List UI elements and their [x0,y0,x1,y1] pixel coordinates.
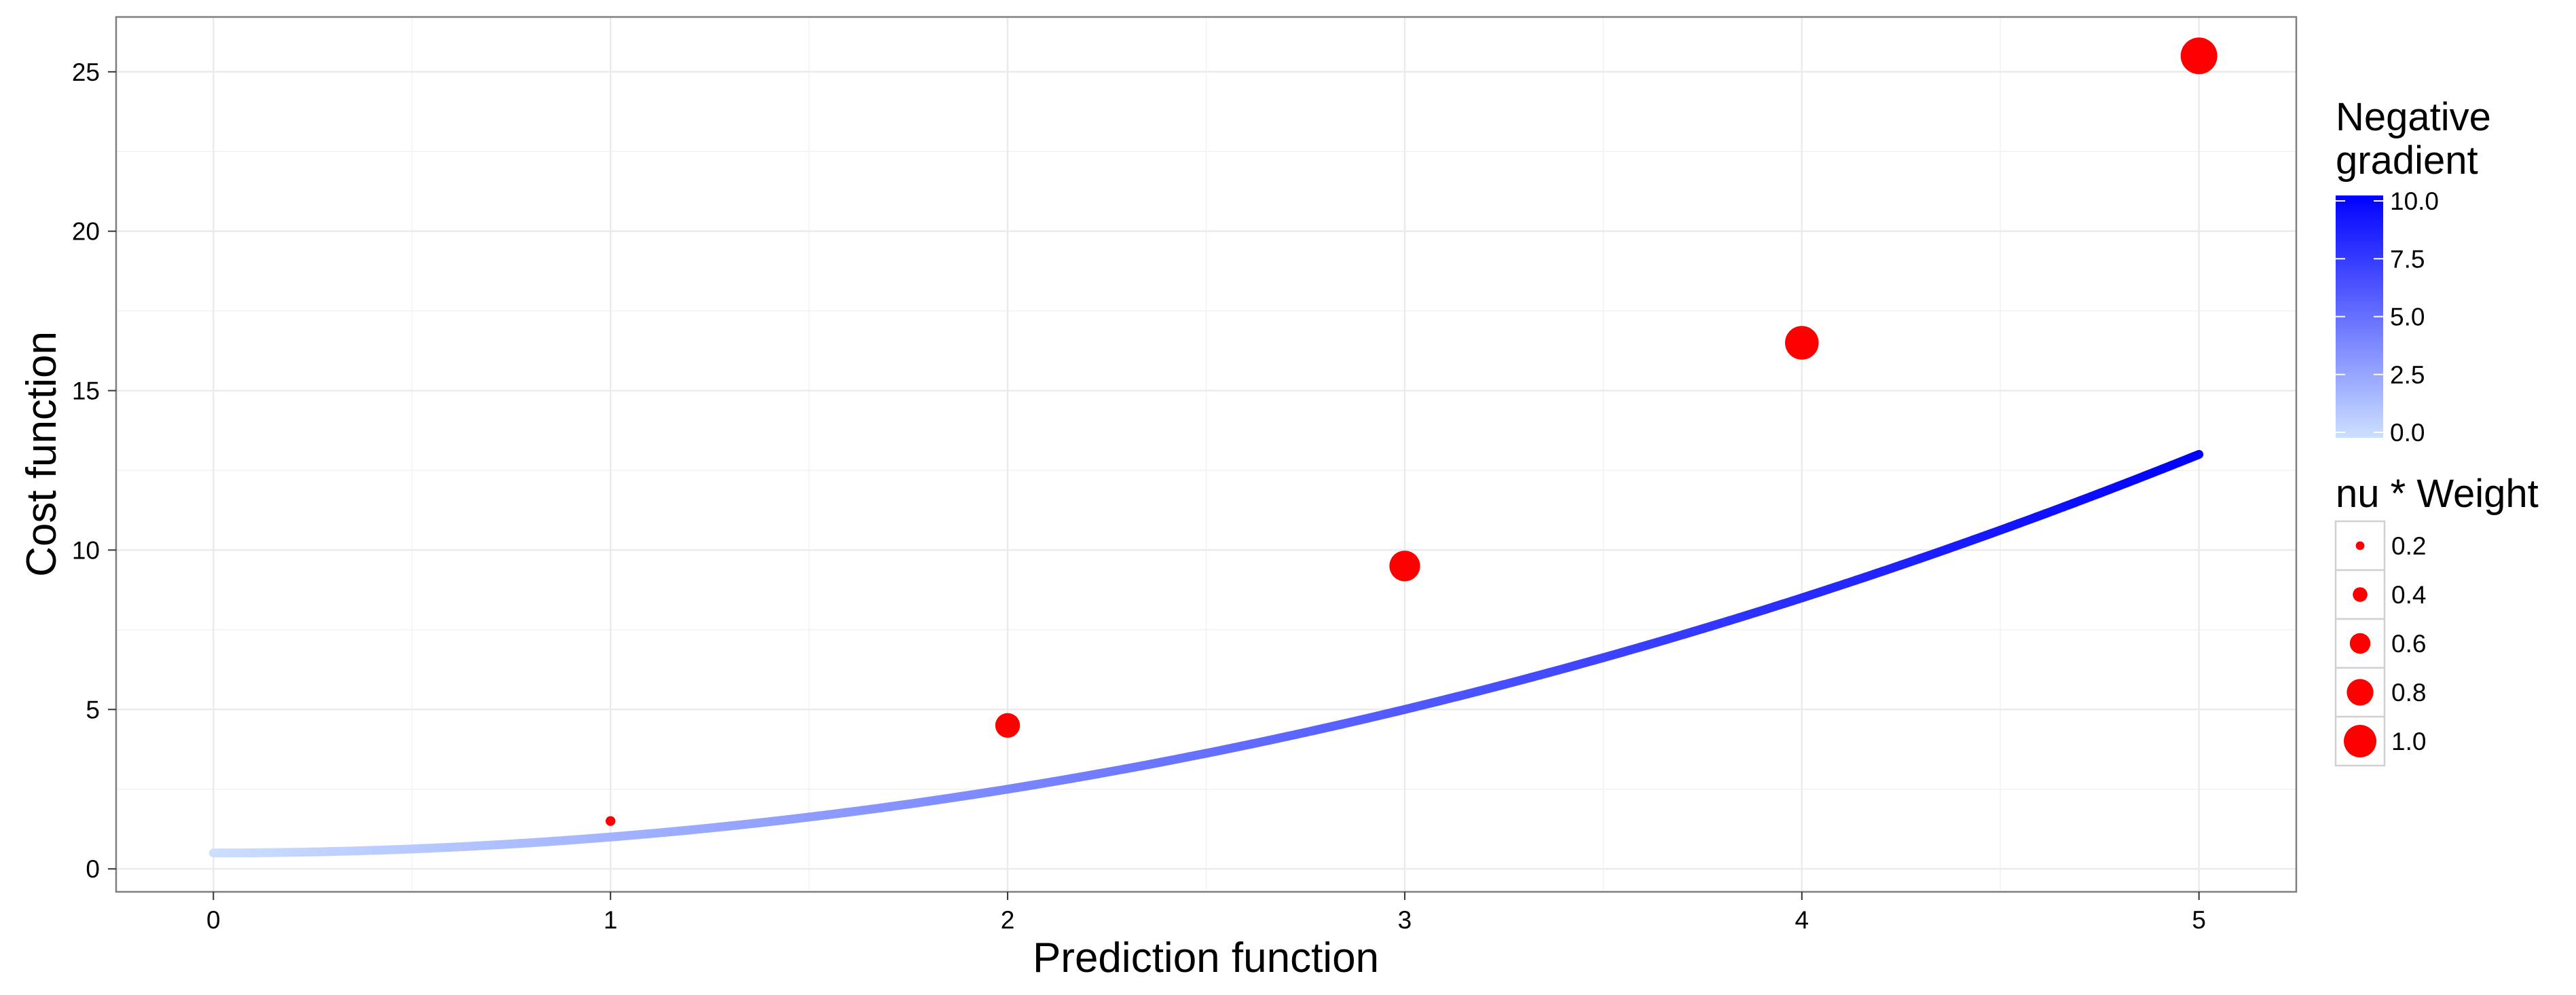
size-legend-point [2356,542,2365,550]
y-tick-label: 15 [72,377,100,405]
size-legend-label: 1.0 [2391,728,2426,755]
x-tick-label: 1 [604,906,618,934]
color-legend-title: gradient [2336,138,2478,183]
y-tick-label: 20 [72,218,100,246]
y-tick-label: 5 [86,696,100,724]
x-tick-label: 3 [1398,906,1412,934]
size-legend-title: nu * Weight [2336,472,2539,516]
color-legend-title: Negative [2336,95,2491,139]
size-legend-point [2347,679,2373,705]
y-axis-title: Cost function [18,331,65,577]
data-point [1389,550,1420,581]
x-tick-label: 5 [2192,906,2206,934]
colorbar-tick-label: 5.0 [2390,303,2425,331]
x-axis: 0 1 2 3 4 5 [206,892,2206,934]
colorbar-tick-label: 7.5 [2390,245,2425,273]
x-tick-label: 4 [1795,906,1809,934]
curve-segment [2190,455,2198,458]
x-axis-title: Prediction function [1033,935,1379,981]
data-point [1785,326,1819,360]
y-tick-label: 10 [72,536,100,564]
colorbar-tick-label: 0.0 [2390,419,2425,447]
colorbar-tick-label: 2.5 [2390,361,2425,389]
size-legend-label: 0.8 [2391,679,2426,707]
size-legend-point [2344,725,2376,757]
data-point [606,816,615,826]
data-point [995,713,1020,738]
size-legend-point [2353,587,2368,602]
size-legend-point [2350,633,2370,654]
size-legend: nu * Weight 0.2 0.4 0.6 0.8 1.0 [2336,472,2539,766]
y-tick-label: 0 [86,855,100,883]
colorbar-tick-label: 10.0 [2390,187,2439,215]
size-legend-label: 0.2 [2391,532,2426,560]
size-legend-label: 0.6 [2391,630,2426,658]
x-tick-label: 2 [1001,906,1015,934]
y-tick-label: 25 [72,58,100,86]
x-tick-label: 0 [206,906,221,934]
size-legend-label: 0.4 [2391,581,2426,609]
y-axis: 0 5 10 15 20 25 [72,58,116,883]
data-point [2181,37,2218,74]
